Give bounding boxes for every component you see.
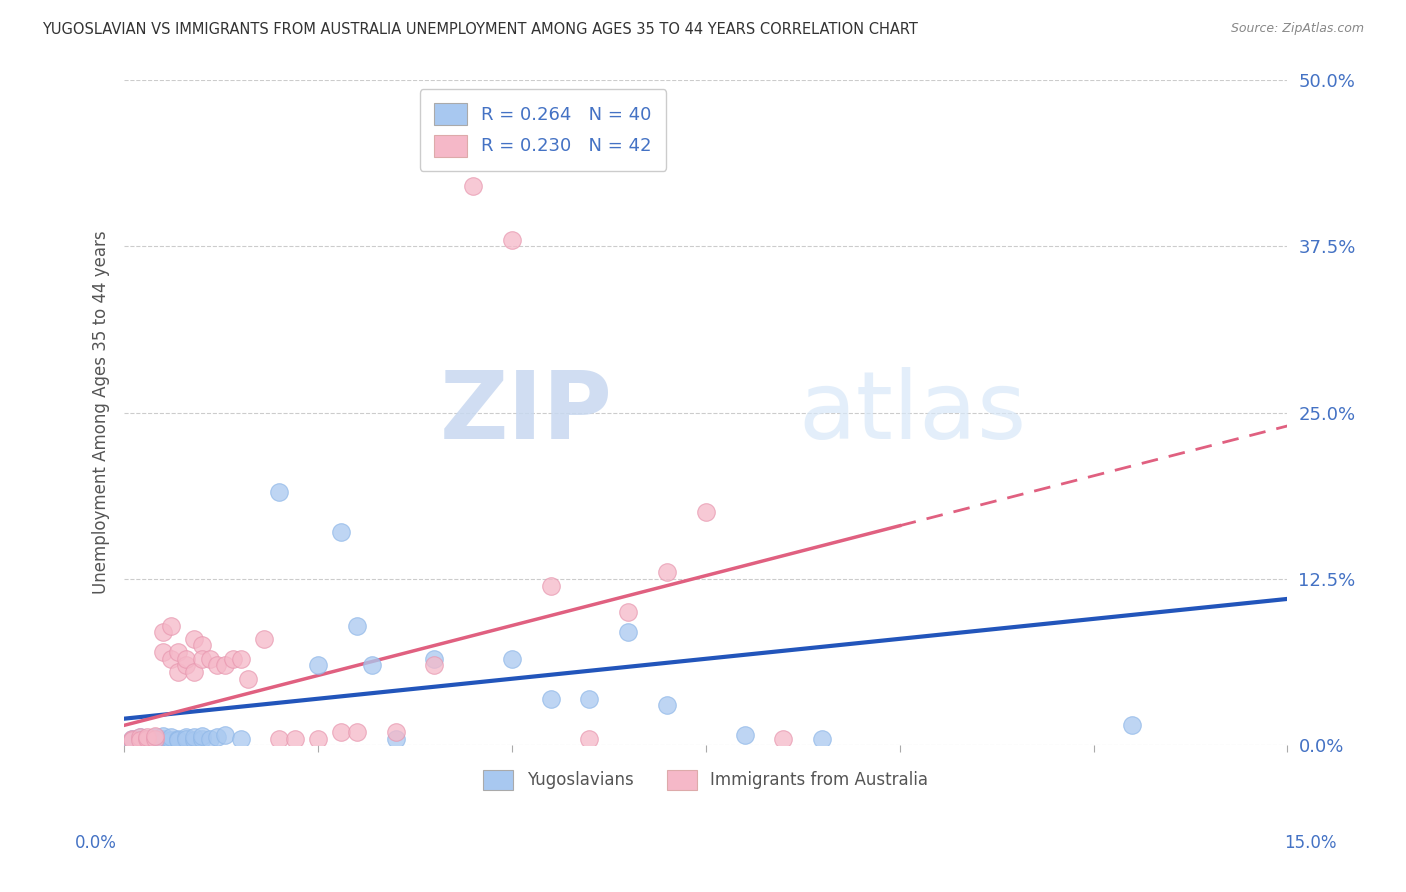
Point bbox=[214, 658, 236, 673]
Point bbox=[159, 652, 181, 666]
Point bbox=[578, 691, 600, 706]
Point bbox=[128, 733, 150, 747]
Point bbox=[174, 652, 197, 666]
Point bbox=[152, 625, 174, 640]
Point bbox=[198, 731, 221, 746]
Point bbox=[330, 525, 353, 540]
Point bbox=[361, 658, 384, 673]
Point bbox=[423, 652, 446, 666]
Point bbox=[152, 734, 174, 748]
Text: 15.0%: 15.0% bbox=[1284, 834, 1337, 852]
Point bbox=[152, 731, 174, 746]
Point bbox=[121, 734, 143, 748]
Text: YUGOSLAVIAN VS IMMIGRANTS FROM AUSTRALIA UNEMPLOYMENT AMONG AGES 35 TO 44 YEARS : YUGOSLAVIAN VS IMMIGRANTS FROM AUSTRALIA… bbox=[42, 22, 918, 37]
Point bbox=[238, 672, 260, 686]
Point bbox=[159, 618, 181, 632]
Point bbox=[152, 645, 174, 659]
Point bbox=[695, 505, 717, 519]
Point bbox=[734, 728, 756, 742]
Point bbox=[167, 645, 190, 659]
Point bbox=[655, 566, 678, 580]
Point bbox=[772, 731, 794, 746]
Text: ZIP: ZIP bbox=[440, 367, 613, 458]
Point bbox=[207, 731, 229, 745]
Point bbox=[167, 665, 190, 679]
Y-axis label: Unemployment Among Ages 35 to 44 years: Unemployment Among Ages 35 to 44 years bbox=[93, 231, 110, 594]
Point bbox=[617, 625, 640, 640]
Point bbox=[463, 179, 485, 194]
Point bbox=[501, 652, 523, 666]
Point bbox=[501, 233, 523, 247]
Point bbox=[214, 728, 236, 742]
Point bbox=[1121, 718, 1143, 732]
Point bbox=[159, 731, 181, 745]
Point bbox=[253, 632, 276, 646]
Legend: Yugoslavians, Immigrants from Australia: Yugoslavians, Immigrants from Australia bbox=[470, 756, 942, 804]
Point bbox=[617, 605, 640, 619]
Point bbox=[540, 579, 562, 593]
Point bbox=[136, 731, 159, 746]
Point bbox=[152, 729, 174, 743]
Text: atlas: atlas bbox=[799, 367, 1028, 458]
Point bbox=[346, 725, 368, 739]
Point bbox=[423, 658, 446, 673]
Point bbox=[207, 658, 229, 673]
Point bbox=[136, 731, 159, 745]
Point bbox=[143, 729, 166, 743]
Point bbox=[191, 652, 214, 666]
Point bbox=[136, 731, 159, 746]
Point bbox=[307, 658, 329, 673]
Point bbox=[578, 731, 600, 746]
Point bbox=[191, 731, 214, 746]
Point bbox=[540, 691, 562, 706]
Point bbox=[269, 731, 291, 746]
Point bbox=[198, 652, 221, 666]
Text: Source: ZipAtlas.com: Source: ZipAtlas.com bbox=[1230, 22, 1364, 36]
Point bbox=[174, 731, 197, 745]
Point bbox=[128, 733, 150, 747]
Point bbox=[191, 729, 214, 743]
Point bbox=[174, 731, 197, 746]
Point bbox=[655, 698, 678, 713]
Point bbox=[174, 658, 197, 673]
Point bbox=[128, 731, 150, 745]
Text: 0.0%: 0.0% bbox=[75, 834, 117, 852]
Point bbox=[167, 731, 190, 746]
Point bbox=[346, 618, 368, 632]
Point bbox=[128, 731, 150, 745]
Point bbox=[811, 731, 834, 746]
Point bbox=[121, 733, 143, 747]
Point bbox=[284, 731, 307, 746]
Point bbox=[121, 731, 143, 746]
Point bbox=[159, 733, 181, 747]
Point bbox=[229, 731, 252, 746]
Point bbox=[222, 652, 245, 666]
Point bbox=[384, 731, 406, 746]
Point bbox=[384, 725, 406, 739]
Point bbox=[183, 731, 205, 745]
Point bbox=[167, 733, 190, 747]
Point bbox=[269, 485, 291, 500]
Point bbox=[183, 733, 205, 747]
Point bbox=[183, 665, 205, 679]
Point bbox=[121, 731, 143, 746]
Point bbox=[183, 632, 205, 646]
Point bbox=[229, 652, 252, 666]
Point bbox=[143, 733, 166, 747]
Point bbox=[330, 725, 353, 739]
Point bbox=[136, 734, 159, 748]
Point bbox=[307, 731, 329, 746]
Point bbox=[143, 731, 166, 745]
Point bbox=[143, 731, 166, 746]
Point bbox=[191, 639, 214, 653]
